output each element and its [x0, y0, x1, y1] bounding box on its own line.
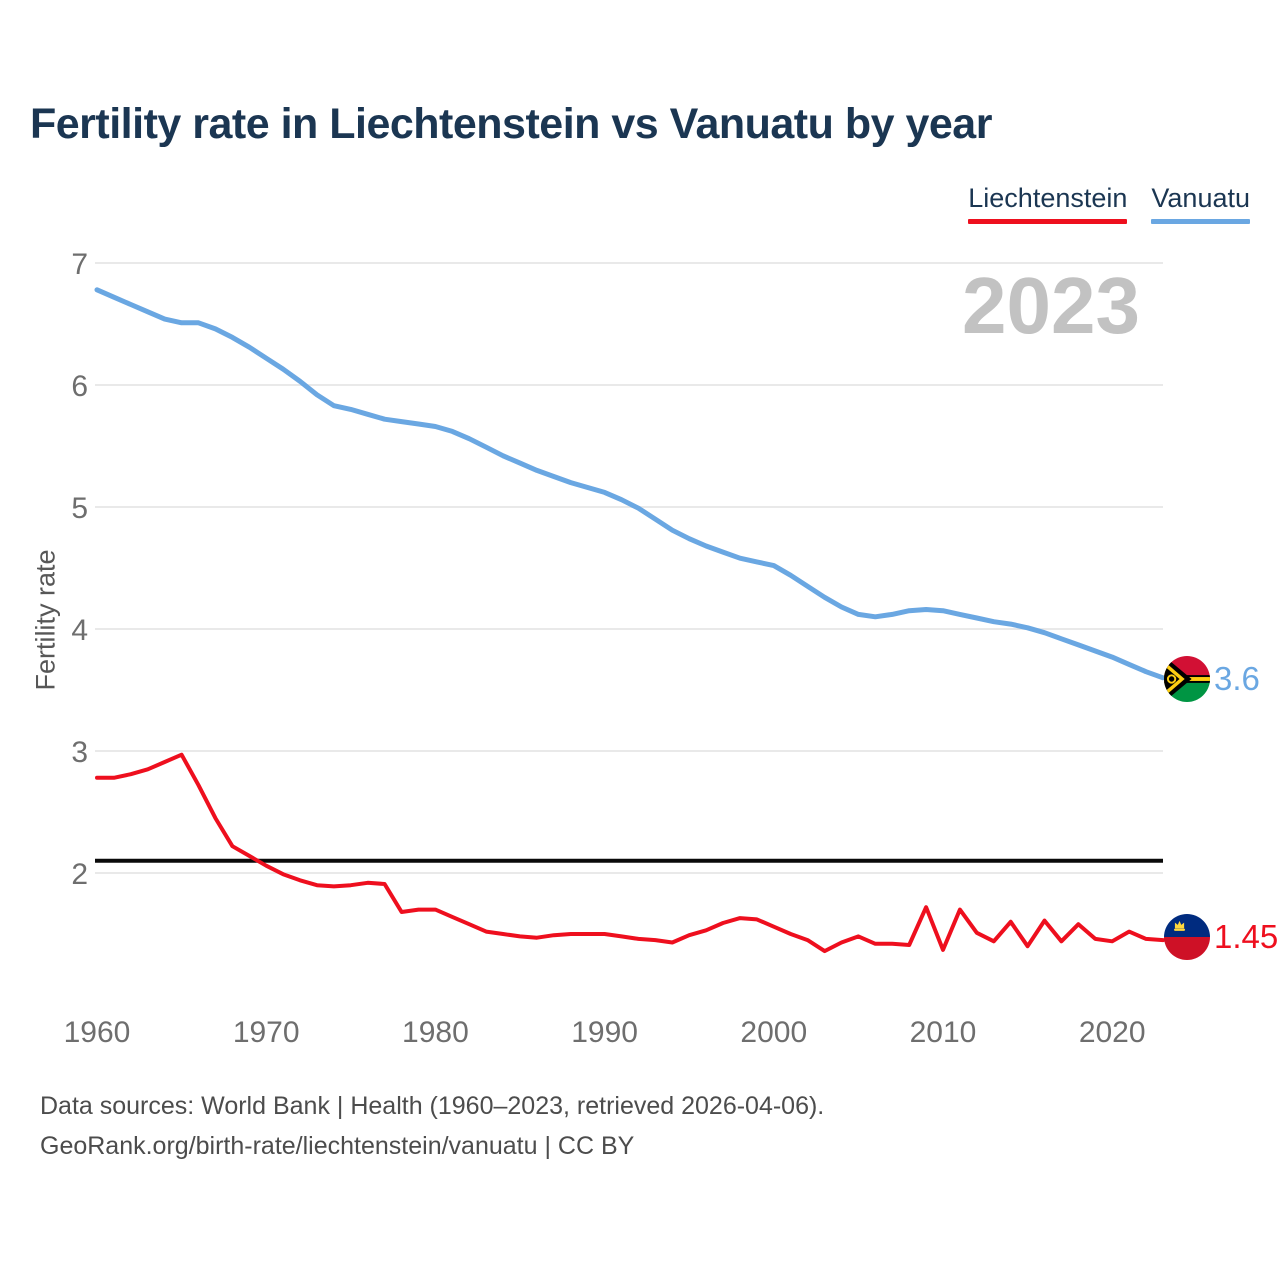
y-tick-label: 7: [71, 248, 88, 281]
vanuatu-flag-icon: [1164, 656, 1210, 702]
legend-item-liechtenstein[interactable]: Liechtenstein: [968, 183, 1128, 224]
y-tick-label: 2: [71, 858, 88, 891]
x-tick-label: 1980: [402, 1016, 469, 1049]
footer-line-1: Data sources: World Bank | Health (1960–…: [40, 1092, 825, 1120]
footer: Data sources: World Bank | Health (1960–…: [40, 1086, 824, 1166]
liechtenstein-flag-icon: [1164, 914, 1210, 960]
y-tick-label: 5: [71, 492, 88, 525]
vanuatu-end-value: 3.6: [1214, 660, 1260, 697]
legend-label-liechtenstein: Liechtenstein: [968, 183, 1128, 213]
legend: Liechtenstein Vanuatu: [968, 183, 1250, 224]
x-tick-label: 2020: [1079, 1016, 1146, 1049]
x-tick-label: 1960: [64, 1016, 131, 1049]
x-tick-label: 1990: [571, 1016, 638, 1049]
vanuatu-end-label: 3.6: [1164, 656, 1260, 702]
x-tick-label: 2000: [740, 1016, 807, 1049]
footer-line-2: GeoRank.org/birth-rate/liechtenstein/van…: [40, 1132, 635, 1160]
y-tick-label: 3: [71, 736, 88, 769]
y-tick-label: 4: [71, 614, 88, 647]
series-vanuatu-line: [94, 287, 1166, 681]
chart-title: Fertility rate in Liechtenstein vs Vanua…: [30, 100, 992, 148]
legend-underline-liechtenstein: [968, 219, 1128, 224]
y-tick-label: 6: [71, 370, 88, 403]
liechtenstein-end-value: 1.45: [1214, 918, 1279, 955]
year-watermark: 2023: [962, 261, 1140, 350]
series-liechtenstein-line: [95, 752, 1165, 954]
liechtenstein-end-label: 1.45: [1164, 914, 1278, 960]
legend-underline-vanuatu: [1151, 219, 1250, 224]
x-tick-label: 1970: [233, 1016, 300, 1049]
legend-label-vanuatu: Vanuatu: [1151, 183, 1250, 213]
legend-item-vanuatu[interactable]: Vanuatu: [1151, 183, 1250, 224]
x-tick-label: 2010: [910, 1016, 977, 1049]
